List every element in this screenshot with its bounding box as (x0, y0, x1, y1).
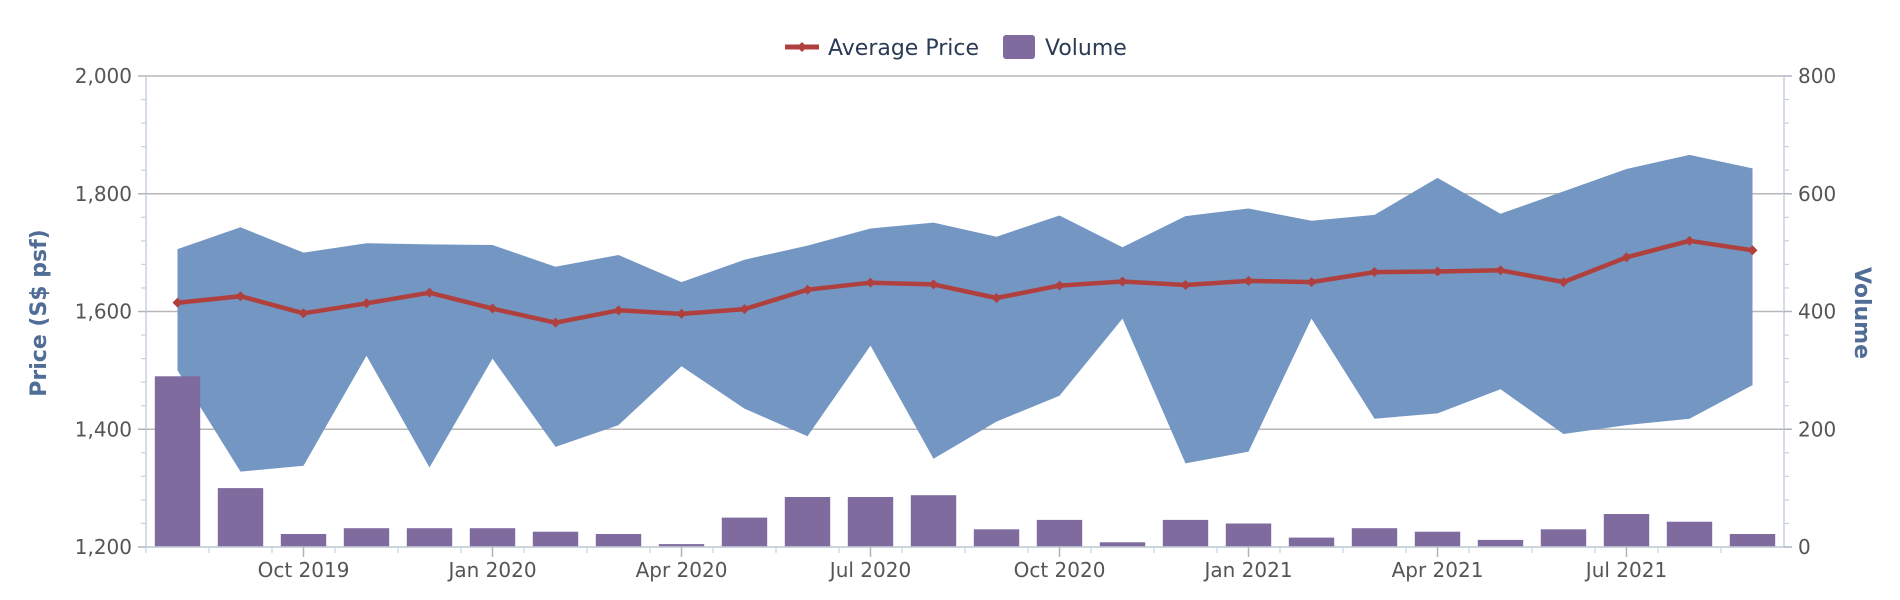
volume-bar-3[interactable] (343, 528, 390, 547)
price-point-2[interactable] (298, 308, 309, 319)
volume-bar-7[interactable] (595, 534, 642, 547)
volume-bar-11[interactable] (847, 497, 894, 547)
price-point-16[interactable] (1180, 280, 1191, 291)
price-point-18[interactable] (1306, 277, 1317, 288)
x-tick-label-0: Oct 2019 (258, 558, 350, 582)
y-axis-right-title: Volume (1849, 267, 1874, 359)
y-right-tick-label-4: 800 (1798, 64, 1836, 88)
volume-bar-10[interactable] (784, 497, 831, 547)
volume-bar-23[interactable] (1603, 514, 1650, 547)
volume-bar-5[interactable] (469, 528, 516, 547)
legend-item-average-price[interactable]: Average Price (785, 36, 979, 61)
volume-bar-13[interactable] (973, 529, 1020, 547)
volume-bar-22[interactable] (1540, 529, 1587, 547)
price-point-12[interactable] (928, 279, 939, 290)
price-point-17[interactable] (1243, 275, 1254, 286)
volume-bar-24[interactable] (1666, 521, 1713, 547)
price-point-10[interactable] (802, 284, 813, 295)
volume-bar-4[interactable] (406, 528, 453, 547)
price-point-23[interactable] (1621, 252, 1632, 263)
volume-bar-21[interactable] (1477, 539, 1524, 547)
y-left-tick-label-0: 1,200 (75, 535, 132, 559)
volume-bar-9[interactable] (721, 517, 768, 547)
volume-bar-14[interactable] (1036, 519, 1083, 547)
price-range-area-layer (177, 154, 1753, 472)
volume-bar-19[interactable] (1351, 528, 1398, 547)
price-point-9[interactable] (739, 304, 750, 315)
y-right-tick-label-2: 400 (1798, 300, 1836, 324)
x-tick-label-6: Apr 2021 (1392, 558, 1484, 582)
volume-bar-12[interactable] (910, 495, 957, 547)
y-right-tick-label-0: 0 (1798, 535, 1811, 559)
y-right-tick-label-1: 200 (1798, 417, 1836, 441)
volume-bar-1[interactable] (217, 488, 264, 547)
price-point-3[interactable] (361, 298, 372, 309)
x-tick-label-7: Jul 2021 (1584, 558, 1667, 582)
y-left-tick-label-4: 2,000 (75, 64, 132, 88)
price-point-1[interactable] (235, 291, 246, 302)
volume-bar-25[interactable] (1729, 534, 1776, 547)
price-point-21[interactable] (1495, 265, 1506, 276)
price-point-5[interactable] (487, 303, 498, 314)
volume-bar-17[interactable] (1225, 523, 1272, 548)
price-point-0[interactable] (172, 297, 183, 308)
legend-label-volume: Volume (1045, 36, 1127, 61)
volume-bar-20[interactable] (1414, 531, 1461, 547)
y-left-tick-label-2: 1,600 (75, 300, 132, 324)
price-point-24[interactable] (1684, 235, 1695, 246)
price-point-6[interactable] (550, 317, 561, 328)
volume-bar-18[interactable] (1288, 537, 1335, 547)
y-axis-left-title: Price (S$ psf) (27, 229, 52, 396)
volume-bar-0[interactable] (154, 376, 201, 547)
y-left-tick-label-1: 1,400 (75, 417, 132, 441)
price-point-8[interactable] (676, 308, 687, 319)
legend-label-average-price: Average Price (828, 36, 979, 61)
price-point-22[interactable] (1558, 277, 1569, 288)
price-range-area (177, 154, 1753, 472)
legend-average-price-marker (797, 42, 807, 52)
price-point-20[interactable] (1432, 266, 1443, 277)
legend: Average Price Volume (785, 35, 1127, 61)
price-point-11[interactable] (865, 277, 876, 288)
price-point-15[interactable] (1117, 276, 1128, 287)
price-point-4[interactable] (424, 287, 435, 298)
average-price-line-layer (172, 235, 1758, 328)
price-point-7[interactable] (613, 305, 624, 316)
x-tick-label-2: Apr 2020 (636, 558, 728, 582)
volume-bar-16[interactable] (1162, 519, 1209, 547)
price-point-14[interactable] (1054, 280, 1065, 291)
price-point-19[interactable] (1369, 267, 1380, 278)
volume-bar-6[interactable] (532, 531, 579, 547)
volume-bar-8[interactable] (658, 544, 705, 547)
volume-bar-15[interactable] (1099, 542, 1146, 547)
price-point-25[interactable] (1747, 245, 1758, 256)
x-tick-label-4: Oct 2020 (1014, 558, 1106, 582)
legend-volume-swatch (1003, 35, 1035, 59)
y-left-tick-label-3: 1,800 (75, 182, 132, 206)
average-price-line (177, 238, 1753, 325)
x-tick-label-5: Jan 2021 (1202, 558, 1292, 582)
price-point-13[interactable] (991, 292, 1002, 303)
x-tick-label-3: Jul 2020 (828, 558, 911, 582)
y-right-tick-label-3: 600 (1798, 182, 1836, 206)
volume-bar-2[interactable] (280, 534, 327, 547)
axes-layer: 1,200 1,400 1,600 1,800 2,000 0 200 400 600 800 Oc… (75, 64, 1836, 582)
x-tick-label-1: Jan 2020 (446, 558, 536, 582)
volume-bars-layer (154, 376, 1776, 548)
legend-item-volume[interactable]: Volume (1003, 35, 1127, 61)
